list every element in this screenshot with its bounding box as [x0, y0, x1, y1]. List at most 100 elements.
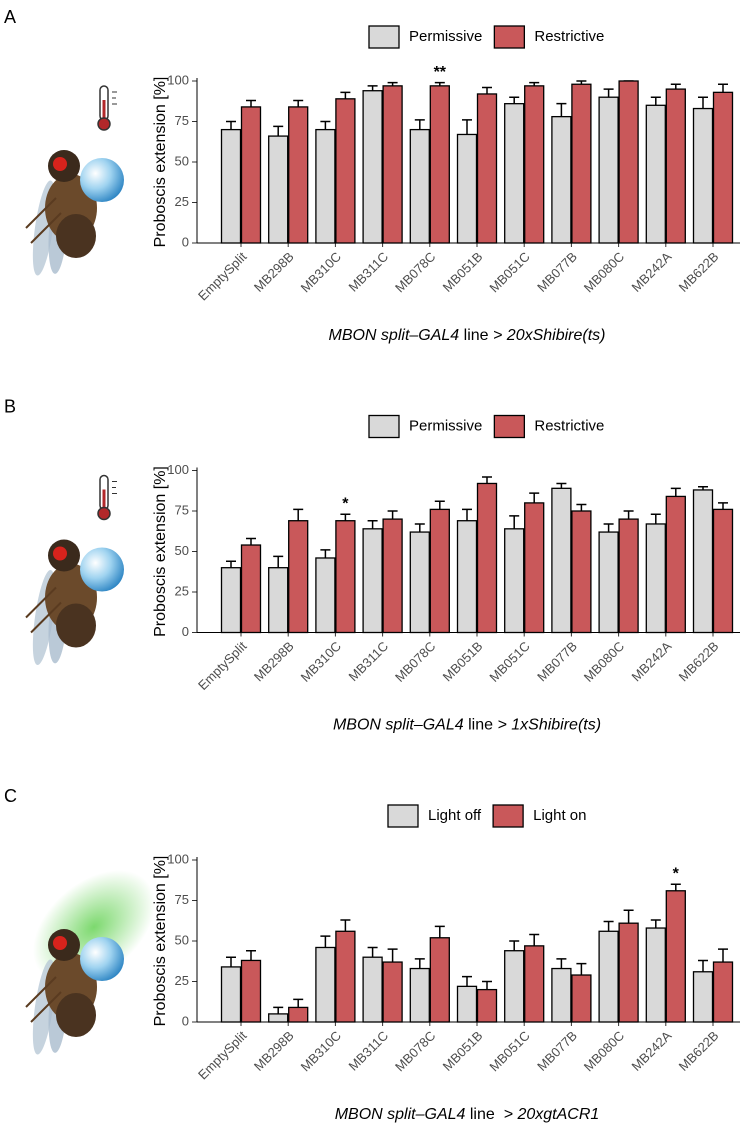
- error-bar: [367, 946, 378, 958]
- x-tick-label: MB080C: [581, 638, 627, 684]
- error-bar: [670, 83, 681, 90]
- error-bar: [320, 120, 331, 130]
- bar: [712, 961, 734, 1023]
- error-bar: [273, 125, 284, 137]
- x-tick-label: MB080C: [581, 1028, 627, 1074]
- y-tick-label: 50: [175, 932, 189, 947]
- bar: [571, 83, 592, 244]
- error-bar: [603, 523, 614, 533]
- error-bar: [320, 935, 331, 948]
- error-bar: [482, 980, 492, 990]
- x-axis-label: MBON split–GAL4 line > 20xgtACR1: [335, 1106, 600, 1123]
- x-tick-label: MB077B: [534, 249, 580, 295]
- bar: [288, 1006, 309, 1023]
- y-tick-label: 75: [175, 892, 189, 907]
- error-bar: [623, 510, 634, 520]
- significance-mark: *: [673, 866, 680, 883]
- bar: [409, 128, 430, 244]
- error-bar: [482, 476, 492, 484]
- bar: [571, 510, 592, 634]
- x-tick-label: MB311C: [345, 1028, 391, 1074]
- y-tick-label: 50: [175, 153, 189, 168]
- error-bar: [529, 933, 540, 946]
- legend-swatch: [368, 25, 400, 49]
- bar: [645, 104, 666, 244]
- error-bar: [650, 96, 661, 106]
- error-bar: [462, 508, 472, 521]
- bar: [335, 520, 356, 634]
- error-bar: [576, 962, 587, 976]
- x-tick-label: MB310C: [298, 249, 344, 295]
- bar: [551, 967, 572, 1023]
- error-bar: [556, 102, 567, 117]
- bar: [429, 937, 450, 1023]
- legend-swatch: [368, 414, 400, 439]
- error-bar: [340, 513, 351, 521]
- bar: [456, 520, 478, 634]
- bar: [645, 523, 666, 634]
- bar: [598, 930, 619, 1023]
- bar: [618, 80, 639, 244]
- bar: [618, 518, 639, 634]
- x-tick-label: MB051B: [440, 249, 486, 295]
- bar: [362, 956, 383, 1023]
- legend: Light off Light on: [387, 804, 587, 828]
- error-bar: [462, 975, 472, 987]
- significance-mark: **: [434, 64, 447, 81]
- error-bar: [434, 500, 445, 510]
- x-axis-label-part: > 1xShibire(ts): [497, 717, 601, 734]
- y-tick-label: 25: [175, 583, 189, 598]
- bar: [288, 106, 309, 244]
- bar: [618, 922, 639, 1023]
- x-axis-label-part: > 20xShibire(ts): [493, 327, 606, 344]
- y-tick-label: 25: [175, 973, 189, 988]
- error-bar: [698, 959, 708, 972]
- bar: [665, 88, 686, 244]
- legend-label: Permissive: [409, 28, 482, 45]
- x-axis-label: MBON split–GAL4 line > 20xShibire(ts): [328, 327, 605, 344]
- error-bar: [576, 503, 587, 511]
- error-bar: [414, 523, 425, 533]
- legend: Permissive Restrictive: [368, 25, 604, 49]
- bar: [409, 967, 430, 1023]
- x-tick-label: MB242A: [628, 1028, 674, 1074]
- error-bar: [226, 560, 236, 568]
- bar: [551, 487, 572, 634]
- error-bar: [718, 948, 728, 963]
- bar: [456, 133, 478, 244]
- error-bar: [414, 119, 425, 130]
- legend-swatch: [493, 414, 526, 439]
- error-bar: [246, 99, 256, 107]
- bar: [456, 985, 478, 1023]
- bar: [504, 528, 525, 634]
- x-tick-label: MB078C: [392, 638, 438, 684]
- y-tick-label: 100: [167, 462, 189, 477]
- x-tick-label: MB242A: [628, 638, 674, 684]
- error-bar: [273, 1006, 284, 1014]
- error-bar: [246, 537, 256, 546]
- bar: [240, 544, 262, 634]
- bar: [220, 567, 242, 634]
- x-axis-label: MBON split–GAL4 line > 1xShibire(ts): [333, 717, 601, 734]
- legend-swatch: [493, 25, 526, 49]
- x-tick-label: MB051B: [440, 638, 486, 684]
- bar: [692, 971, 714, 1023]
- error-bar: [650, 919, 661, 929]
- error-bar: [650, 513, 661, 524]
- error-bar: [367, 85, 378, 91]
- bar: [476, 482, 498, 634]
- bar: [315, 557, 336, 634]
- panel-letter: C: [4, 786, 17, 806]
- panel-letter: A: [4, 7, 16, 27]
- bar: [551, 115, 572, 244]
- fly: [25, 538, 125, 668]
- bar: [240, 959, 262, 1023]
- bar: [712, 508, 734, 634]
- bar: [382, 961, 403, 1023]
- error-bar: [434, 925, 445, 938]
- x-tick-label: MB051C: [486, 1028, 532, 1074]
- error-bar: [509, 96, 520, 104]
- x-tick-label: MB242A: [628, 249, 674, 295]
- y-tick-label: 75: [175, 113, 189, 128]
